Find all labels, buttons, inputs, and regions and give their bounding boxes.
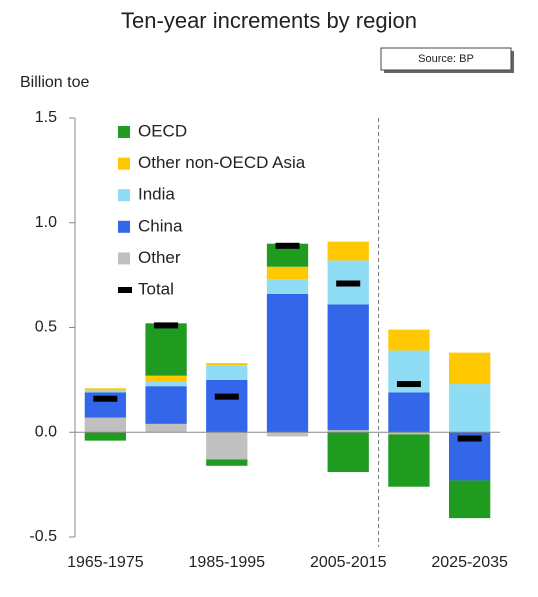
- legend-swatch: [118, 220, 130, 233]
- bar-segment: [266, 243, 309, 267]
- y-tick-label: 1.5: [35, 109, 57, 126]
- bar-segment: [206, 459, 248, 466]
- bar-segment: [84, 388, 126, 391]
- legend-swatch: [118, 157, 130, 170]
- bar-segment: [145, 423, 187, 433]
- bar-segment: [84, 390, 126, 393]
- bar-segment: [327, 430, 369, 433]
- bar-segment: [327, 432, 369, 473]
- bar-segment: [266, 266, 309, 280]
- x-tick-label: 1965-1975: [67, 554, 144, 571]
- total-marker: [396, 381, 421, 388]
- legend-label: Other: [138, 248, 181, 267]
- bar-segment: [266, 432, 309, 437]
- bar-segment: [388, 432, 430, 435]
- source-box: [380, 47, 512, 71]
- bar-segment: [84, 417, 126, 433]
- x-tick-label: 1985-1995: [189, 554, 266, 571]
- total-marker: [154, 322, 179, 329]
- total-marker: [214, 393, 239, 400]
- y-tick-label: 0.0: [35, 423, 57, 440]
- total-marker: [336, 280, 361, 287]
- bar-segment: [266, 279, 309, 294]
- legend-label: India: [138, 185, 175, 204]
- bar-segment: [84, 432, 126, 441]
- y-tick-label: -0.5: [29, 528, 57, 545]
- total-marker: [457, 435, 482, 442]
- bar-segment: [449, 352, 491, 385]
- legend-swatch: [118, 252, 130, 265]
- bar-segment: [206, 365, 248, 380]
- x-tick-label: 2025-2035: [431, 554, 508, 571]
- bar-segment: [327, 304, 369, 431]
- bar-segment: [206, 432, 248, 460]
- legend-label: OECD: [138, 121, 187, 140]
- legend-label: Other non-OECD Asia: [138, 153, 306, 172]
- bar-segment: [145, 386, 187, 424]
- legend-label: Total: [138, 279, 174, 298]
- y-tick-label: 1.0: [35, 214, 57, 231]
- y-tick-label: 0.5: [35, 319, 57, 336]
- total-marker: [93, 395, 118, 402]
- legend-label: China: [138, 216, 183, 235]
- source: Source: BP: [418, 53, 474, 65]
- bar-segment: [449, 480, 491, 519]
- chart-title: Ten-year increments by region: [121, 8, 417, 33]
- bar-segment: [327, 241, 369, 261]
- bar-segment: [388, 434, 430, 487]
- bar-segment: [145, 323, 187, 376]
- bar-segment: [388, 329, 430, 351]
- bar-segment: [206, 363, 248, 366]
- legend-swatch: [118, 189, 130, 202]
- legend-swatch: [118, 126, 130, 138]
- bar-segment: [449, 384, 491, 433]
- bar-segment: [145, 375, 187, 382]
- x-tick-label: 2005-2015: [310, 554, 387, 571]
- legend-swatch: [118, 287, 132, 293]
- bar-segment: [145, 381, 187, 387]
- bar-segment: [388, 392, 430, 433]
- bar-segment: [206, 379, 248, 433]
- bar-segment: [266, 293, 309, 433]
- y-axis-label: Billion toe: [20, 74, 89, 91]
- total-marker: [275, 242, 300, 249]
